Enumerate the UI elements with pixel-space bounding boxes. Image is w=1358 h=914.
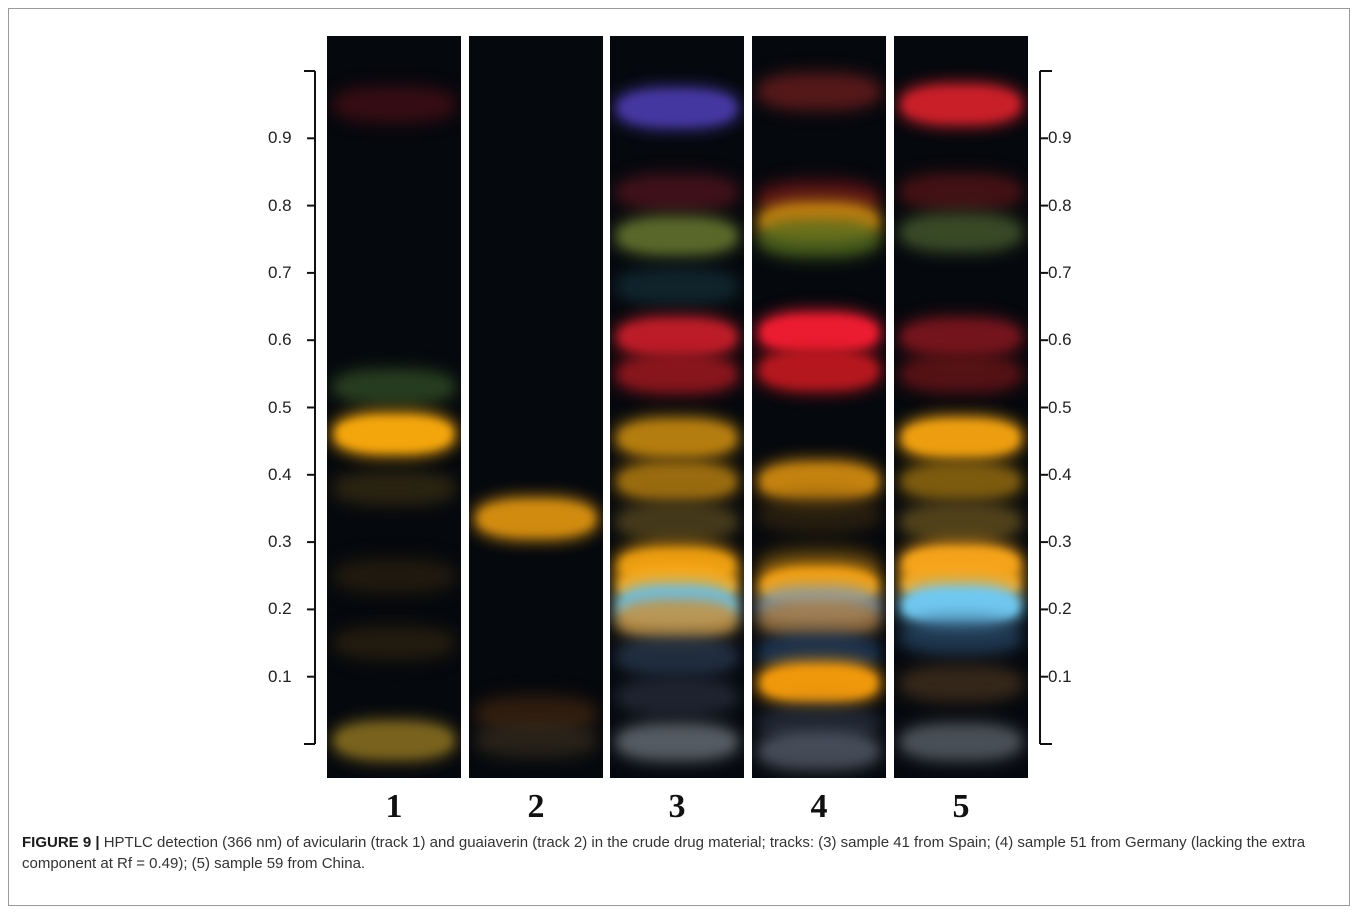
band	[761, 735, 877, 766]
left-tick-label: 0.2	[268, 599, 292, 619]
right-tick-label: 0.9	[1048, 128, 1072, 148]
right-tick-label: 0.5	[1048, 397, 1072, 417]
right-tick-label: 0.6	[1048, 330, 1072, 350]
band	[761, 76, 877, 106]
band	[903, 358, 1019, 390]
track-2	[469, 36, 603, 778]
band	[903, 87, 1019, 123]
right-tick-label: 0.8	[1048, 195, 1072, 215]
left-rf-axis	[304, 70, 316, 745]
left-tick-label: 0.9	[268, 128, 292, 148]
band	[761, 637, 877, 670]
figure-label: FIGURE 9 |	[22, 834, 100, 851]
band	[619, 682, 735, 712]
band	[619, 603, 735, 636]
track-label: 1	[385, 788, 403, 825]
track-5	[894, 36, 1028, 778]
left-tick-label: 0.8	[268, 195, 292, 215]
left-tick-label: 0.5	[268, 397, 292, 417]
band	[903, 320, 1019, 353]
band	[761, 224, 877, 255]
left-tick-label: 0.7	[268, 262, 292, 282]
band	[478, 726, 594, 755]
band	[336, 629, 452, 657]
band	[336, 724, 452, 758]
band	[336, 373, 452, 402]
band	[619, 319, 735, 355]
band	[761, 665, 877, 702]
left-tick-label: 0.3	[268, 532, 292, 552]
track-label: 3	[668, 788, 686, 825]
band	[903, 419, 1019, 456]
band	[336, 563, 452, 589]
band	[478, 699, 594, 728]
band	[336, 475, 452, 502]
right-tick-label: 0.4	[1048, 464, 1072, 484]
band	[619, 506, 735, 538]
band	[903, 177, 1019, 207]
band	[336, 91, 452, 119]
right-tick-label: 0.1	[1048, 666, 1072, 686]
band	[336, 416, 452, 453]
band	[903, 465, 1019, 498]
track-label: 4	[810, 788, 828, 825]
right-rf-axis	[1039, 70, 1052, 745]
band	[903, 217, 1019, 248]
track-3	[610, 36, 744, 778]
left-tick-label: 0.4	[268, 464, 292, 484]
track-label: 2	[527, 788, 545, 825]
band	[619, 726, 735, 758]
band	[761, 315, 877, 352]
left-tick-label: 0.1	[268, 666, 292, 686]
band	[619, 90, 735, 126]
right-tick-label: 0.2	[1048, 599, 1072, 619]
band	[903, 588, 1019, 625]
band	[619, 357, 735, 391]
track-4	[752, 36, 886, 778]
right-tick-label: 0.3	[1048, 532, 1072, 552]
band	[903, 726, 1019, 758]
track-1	[327, 36, 461, 778]
band	[619, 420, 735, 455]
band	[478, 500, 594, 537]
right-tick-label: 0.7	[1048, 262, 1072, 282]
band	[619, 177, 735, 207]
band	[761, 501, 877, 529]
band	[761, 604, 877, 635]
caption-text: HPTLC detection (366 nm) of avicularin (…	[22, 834, 1306, 872]
left-tick-label: 0.6	[268, 330, 292, 350]
band	[619, 464, 735, 499]
band	[619, 641, 735, 672]
band	[761, 709, 877, 739]
band	[619, 271, 735, 301]
band	[903, 506, 1019, 538]
band	[761, 353, 877, 388]
band	[903, 668, 1019, 698]
track-label: 5	[952, 788, 970, 825]
band	[619, 219, 735, 253]
band	[761, 464, 877, 499]
figure-caption: FIGURE 9 | HPTLC detection (366 nm) of a…	[22, 832, 1340, 874]
band	[903, 621, 1019, 651]
